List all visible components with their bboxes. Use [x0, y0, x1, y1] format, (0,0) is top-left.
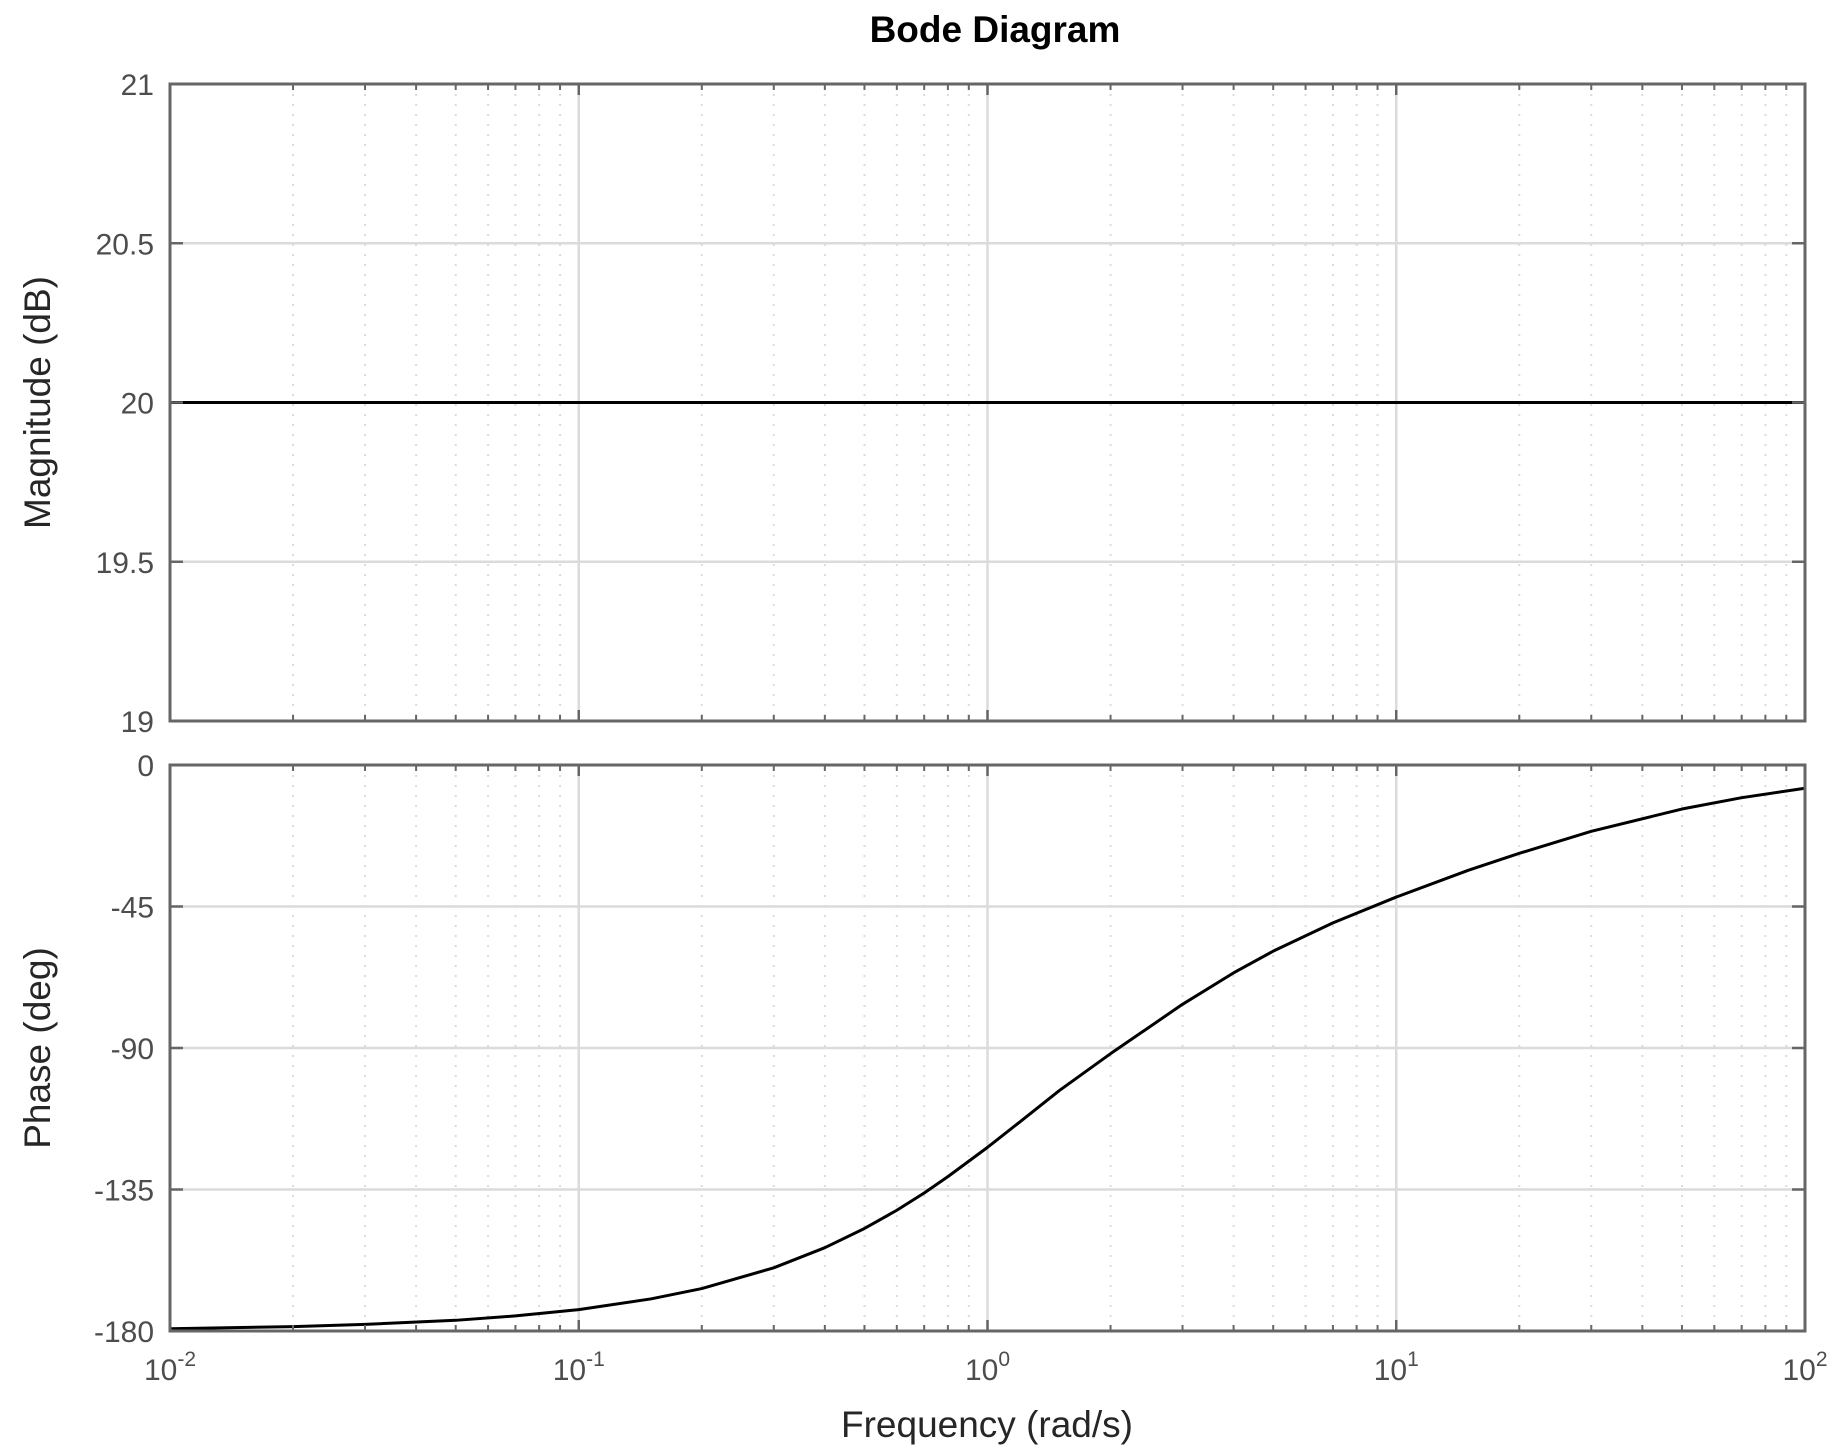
magnitude-y-axis-label: Magnitude (dB): [17, 276, 58, 529]
magnitude-axes-frame: [168, 82, 1807, 723]
phase-grid: [168, 763, 1807, 1333]
x-tick-labels: 10-2 10-1 100 101 102: [144, 1348, 1828, 1387]
phase-y-tick-label: -135: [94, 1175, 154, 1208]
magnitude-axes-box: [168, 82, 1807, 723]
x-tick-label: 102: [1782, 1348, 1827, 1387]
x-tick-label: 100: [965, 1348, 1010, 1387]
phase-y-tick-label: -45: [111, 892, 154, 925]
phase-y-tick-labels: -180 -135 -90 -45 0: [94, 750, 154, 1349]
magnitude-y-tick-label: 20.5: [96, 228, 154, 261]
phase-y-tick-label: -90: [111, 1033, 154, 1066]
phase-plot-lines: [169, 786, 1806, 1331]
chart-title: Bode Diagram: [870, 9, 1121, 50]
magnitude-y-tick-label: 20: [121, 388, 154, 421]
phase-axes-frame: [168, 763, 1807, 1333]
phase-panel: -180 -135 -90 -45 0 Phase (deg): [17, 750, 1807, 1349]
x-tick-label: 10-2: [144, 1348, 196, 1387]
phase-y-tick-label: -180: [94, 1316, 154, 1349]
phase-axes-box: [168, 763, 1807, 1333]
phase-y-tick-label: 0: [137, 750, 154, 783]
magnitude-y-tick-label: 21: [121, 69, 154, 102]
magnitude-panel: 19 19.5 20 20.5 21 Magnitude (dB): [17, 69, 1807, 739]
x-axis-label: Frequency (rad/s): [841, 1404, 1133, 1445]
x-tick-label: 10-1: [553, 1348, 605, 1387]
magnitude-y-tick-labels: 19 19.5 20 20.5 21: [96, 69, 154, 739]
magnitude-y-tick-label: 19: [121, 706, 154, 739]
phase-y-axis-label: Phase (deg): [17, 947, 58, 1149]
x-tick-label: 101: [1374, 1348, 1419, 1387]
magnitude-y-tick-label: 19.5: [96, 547, 154, 580]
